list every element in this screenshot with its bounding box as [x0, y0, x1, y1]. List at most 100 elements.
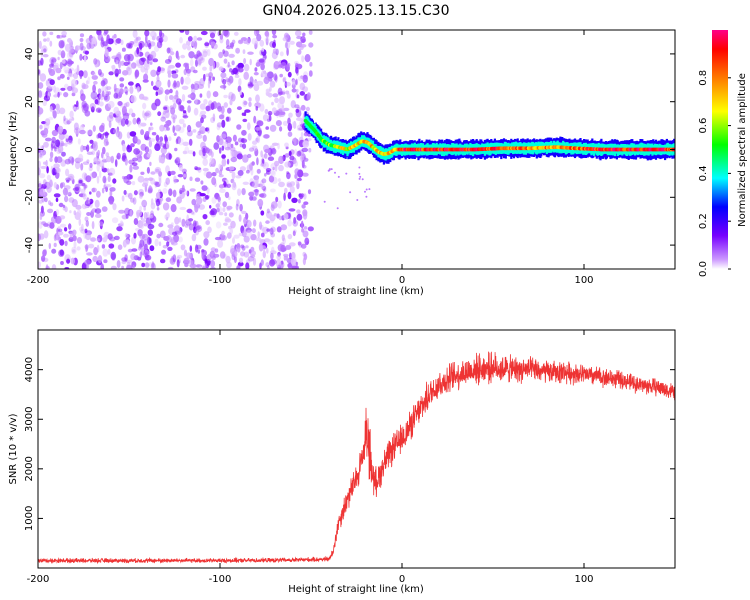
noise-speck — [218, 51, 224, 59]
noise-speck — [293, 120, 297, 129]
noise-speck — [138, 243, 143, 249]
noise-speck — [301, 159, 305, 169]
noise-speck — [222, 78, 227, 85]
noise-speck — [309, 61, 313, 67]
noise-speck — [111, 217, 119, 224]
noise-speck — [303, 132, 309, 137]
noise-speck — [253, 219, 257, 227]
noise-speck — [275, 259, 282, 268]
noise-speck — [108, 71, 114, 76]
noise-speck — [133, 148, 141, 155]
noise-speck — [278, 264, 284, 269]
noise-speck — [39, 210, 45, 217]
noise-speck — [234, 250, 238, 258]
noise-speck — [61, 151, 66, 157]
noise-speck — [159, 30, 163, 38]
noise-speck — [86, 252, 93, 256]
noise-speck — [212, 91, 219, 98]
noise-speck — [39, 188, 46, 197]
noise-speck — [95, 238, 101, 242]
noise-speck — [296, 150, 302, 157]
colorbar-gradient — [712, 30, 728, 269]
noise-speck — [59, 215, 66, 220]
noise-speck — [123, 54, 131, 62]
noise-speck — [70, 257, 76, 265]
noise-speck — [180, 76, 184, 85]
noise-speck — [222, 49, 225, 54]
noise-speck — [84, 244, 89, 250]
noise-speck — [76, 246, 81, 251]
noise-speck — [144, 30, 150, 37]
noise-speck — [174, 94, 178, 100]
noise-speck — [99, 125, 105, 133]
noise-speck — [291, 88, 297, 93]
noise-speck — [272, 166, 275, 171]
noise-speck — [133, 218, 139, 225]
noise-speck — [105, 152, 110, 158]
noise-speck — [140, 57, 146, 62]
noise-speck — [53, 242, 57, 248]
noise-speck — [230, 150, 235, 158]
noise-speck — [256, 135, 261, 144]
noise-speck — [71, 87, 79, 94]
noise-speck — [170, 107, 176, 115]
noise-speck — [49, 222, 55, 229]
noise-speck — [217, 105, 223, 112]
noise-speck — [249, 195, 254, 201]
noise-speck — [68, 118, 72, 124]
noise-speck — [272, 41, 276, 49]
noise-speck — [248, 191, 255, 197]
noise-speck — [187, 94, 194, 98]
noise-speck — [93, 157, 98, 164]
noise-speck — [76, 104, 80, 110]
noise-speck — [287, 131, 293, 137]
noise-speck — [114, 159, 118, 168]
noise-speck — [112, 203, 117, 211]
noise-speck — [96, 175, 100, 184]
noise-speck — [46, 174, 52, 181]
noise-speck — [262, 185, 266, 191]
x-tick-label: -100 — [209, 574, 232, 585]
noise-speck — [249, 58, 252, 66]
noise-speck — [247, 122, 251, 131]
noise-speck — [263, 76, 270, 85]
noise-speck — [70, 79, 78, 88]
noise-speck — [58, 107, 66, 115]
noise-speck — [281, 234, 285, 242]
noise-speck — [286, 93, 291, 99]
noise-speck — [121, 257, 128, 262]
noise-speck — [287, 219, 292, 227]
noise-speck — [151, 132, 157, 136]
noise-speck — [252, 145, 258, 152]
noise-speck — [45, 137, 52, 142]
noise-speck — [38, 167, 41, 176]
noise-speck — [110, 251, 117, 260]
noise-speck — [223, 94, 228, 99]
noise-speck — [242, 118, 248, 123]
noise-speck — [232, 180, 235, 188]
noise-speck — [245, 262, 250, 269]
noise-speck — [289, 185, 295, 194]
noise-speck — [267, 92, 273, 98]
noise-speck — [149, 61, 153, 65]
noise-speck — [161, 249, 167, 255]
noise-speck — [61, 31, 67, 36]
noise-speck — [231, 60, 235, 66]
noise-speck — [68, 223, 72, 230]
noise-speck — [358, 172, 361, 175]
noise-speck — [154, 98, 161, 107]
noise-speck — [300, 243, 307, 249]
noise-speck — [220, 133, 227, 139]
noise-speck — [253, 30, 260, 37]
noise-speck — [301, 204, 306, 209]
noise-speck — [199, 93, 203, 98]
noise-speck — [124, 158, 128, 166]
noise-speck — [124, 239, 131, 246]
noise-speck — [115, 115, 122, 123]
noise-speck — [306, 92, 311, 100]
noise-speck — [237, 247, 241, 253]
noise-speck — [84, 110, 91, 117]
noise-speck — [155, 134, 160, 142]
noise-speck — [164, 134, 168, 142]
noise-speck — [39, 212, 43, 217]
